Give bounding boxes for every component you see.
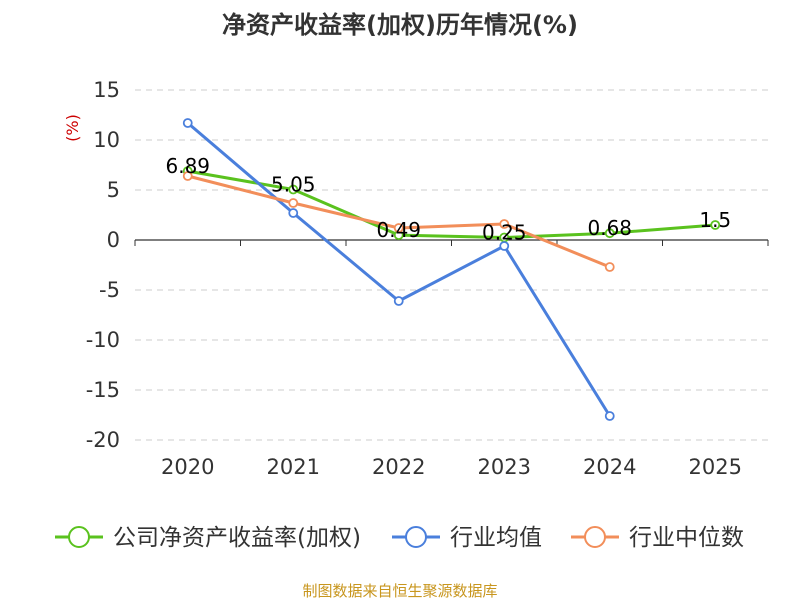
y-tick-label: -20 — [86, 428, 120, 452]
legend-swatch-marker — [405, 526, 427, 548]
x-tick-label-2024: 2024 — [583, 455, 636, 479]
legend-item-1[interactable]: 行业均值 — [392, 525, 542, 551]
legend: 公司净资产收益率(加权) 行业均值 行业中位数 — [55, 525, 744, 551]
x-tick-label-2020: 2020 — [161, 455, 214, 479]
y-tick-label: -10 — [86, 328, 120, 352]
gridlines — [135, 89, 768, 441]
data-label-2021: 5.05 — [271, 173, 316, 197]
series-1-point — [288, 208, 299, 218]
data-label-2022: 0.49 — [376, 218, 421, 242]
series-2-point — [604, 262, 615, 272]
y-axis-unit: (%) — [63, 114, 82, 142]
x-tick-label-2021: 2021 — [267, 455, 320, 479]
series-1-point — [182, 118, 193, 128]
series-2-point — [288, 198, 299, 208]
series-0-point — [604, 228, 615, 239]
series-line-1 — [186, 121, 612, 417]
series-lines — [182, 118, 721, 421]
data-label-2025: 1.5 — [699, 208, 731, 232]
legend-label: 行业中位数 — [629, 525, 744, 551]
series-1-point — [393, 296, 404, 306]
data-labels: 6.89 5.05 0.49 0.25 0.68 1.5 — [165, 154, 731, 244]
series-line-0 — [187, 169, 716, 239]
y-tick-label: 0 — [107, 228, 120, 252]
y-tick-label: 5 — [107, 178, 120, 202]
y-tick-label: -5 — [99, 278, 120, 302]
legend-label: 行业均值 — [450, 525, 542, 551]
legend-label: 公司净资产收益率(加权) — [113, 525, 361, 551]
x-tick-label-2022: 2022 — [372, 455, 425, 479]
series-0-point — [710, 220, 721, 230]
series-2-point — [499, 219, 510, 229]
data-label-2024: 0.68 — [587, 216, 632, 240]
axes: 15 10 5 0 -5 -10 -15 -20 2020 2021 2022 2023 2024 202… — [86, 78, 769, 479]
y-tick-label: -15 — [86, 378, 120, 402]
legend-item-2[interactable]: 行业中位数 — [571, 525, 744, 551]
legend-swatch-marker — [68, 526, 90, 548]
series-1-point — [604, 411, 615, 421]
y-tick-label: 15 — [93, 78, 120, 102]
x-tick-label-2023: 2023 — [478, 455, 531, 479]
data-label-2023: 0.25 — [482, 221, 527, 245]
x-tick-label-2025: 2025 — [689, 455, 742, 479]
legend-item-0[interactable]: 公司净资产收益率(加权) — [55, 525, 361, 551]
y-tick-label: 10 — [93, 128, 120, 152]
series-1-point — [499, 241, 510, 251]
series-2-point — [393, 223, 404, 233]
legend-swatch-marker — [584, 526, 606, 548]
chart-title: 净资产收益率(加权)历年情况(%) — [222, 11, 578, 39]
series-0-point — [288, 184, 299, 195]
series-2-point — [182, 171, 193, 181]
source-note: 制图数据来自恒生聚源数据库 — [302, 582, 497, 600]
data-label-2020: 6.89 — [165, 154, 210, 178]
